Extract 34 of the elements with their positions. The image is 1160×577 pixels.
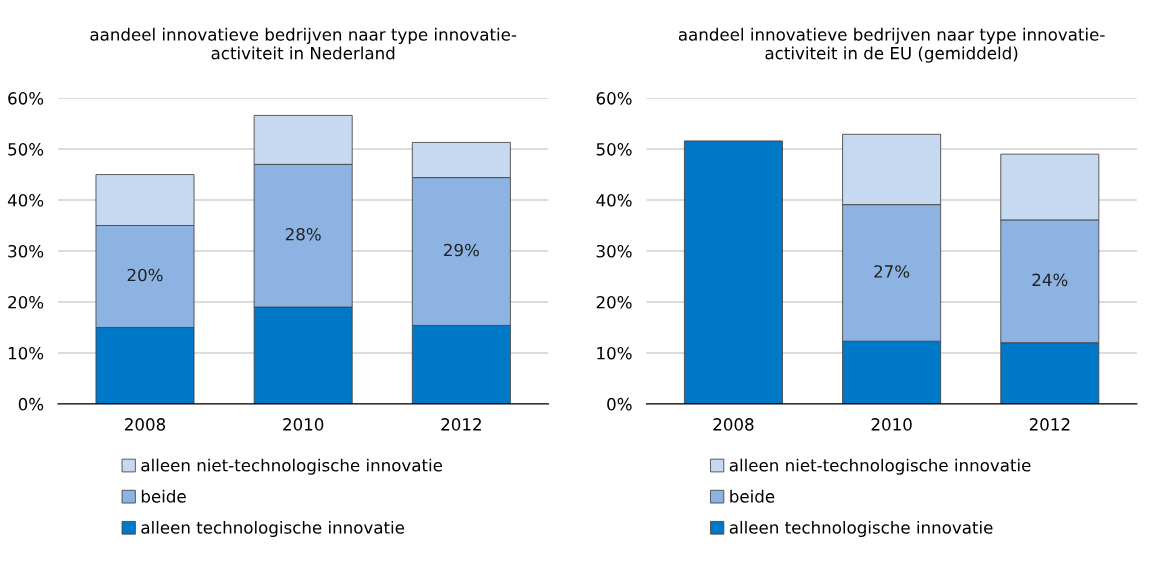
y-tick-label: 30% bbox=[596, 244, 632, 258]
y-tick-label: 40% bbox=[596, 193, 632, 207]
y-tick-label: 60% bbox=[596, 92, 632, 105]
y-tick-label: 20% bbox=[596, 295, 632, 309]
x-tick-label: 2012 bbox=[1029, 418, 1070, 431]
x-tick-label: 2012 bbox=[441, 418, 481, 431]
x-tick-label: 2010 bbox=[283, 418, 324, 431]
legend-label: alleen technologische innovatie bbox=[141, 520, 405, 538]
legend-label: alleen niet-technologische innovatie bbox=[141, 458, 443, 475]
data-label: 27% bbox=[874, 265, 910, 278]
data-label: 20% bbox=[127, 268, 163, 282]
y-tick-label: 60% bbox=[8, 92, 44, 105]
y-tick-label: 50% bbox=[8, 143, 44, 156]
legend-label: alleen technologische innovatie bbox=[729, 520, 993, 538]
legend-label: beide bbox=[141, 489, 186, 503]
data-label: 24% bbox=[1032, 273, 1068, 287]
y-tick-label: 10% bbox=[597, 346, 632, 360]
chart-title: aandeel innovatieve bedrijven naar type innovatie- activiteit in Nederland bbox=[90, 27, 517, 60]
chart-title: aandeel innovatieve bedrijven naar type innovatie- activiteit in de EU (gemiddeld) bbox=[678, 27, 1105, 63]
y-tick-label: 30% bbox=[8, 244, 44, 258]
x-tick-label: 2010 bbox=[871, 418, 912, 431]
bar bbox=[683, 140, 783, 404]
x-tick-label: 2008 bbox=[713, 418, 754, 431]
y-tick-label: 0% bbox=[607, 397, 632, 411]
y-tick-label: 0% bbox=[18, 397, 44, 411]
data-label: 28% bbox=[285, 227, 321, 241]
y-tick-label: 10% bbox=[8, 346, 44, 360]
data-label: 29% bbox=[444, 243, 479, 257]
y-tick-label: 20% bbox=[8, 295, 44, 309]
legend-label: alleen niet-technologische innovatie bbox=[729, 458, 1031, 475]
legend-label: beide bbox=[730, 489, 775, 503]
x-tick-label: 2008 bbox=[125, 418, 166, 431]
y-tick-label: 40% bbox=[7, 193, 44, 207]
y-tick-label: 50% bbox=[596, 143, 632, 156]
